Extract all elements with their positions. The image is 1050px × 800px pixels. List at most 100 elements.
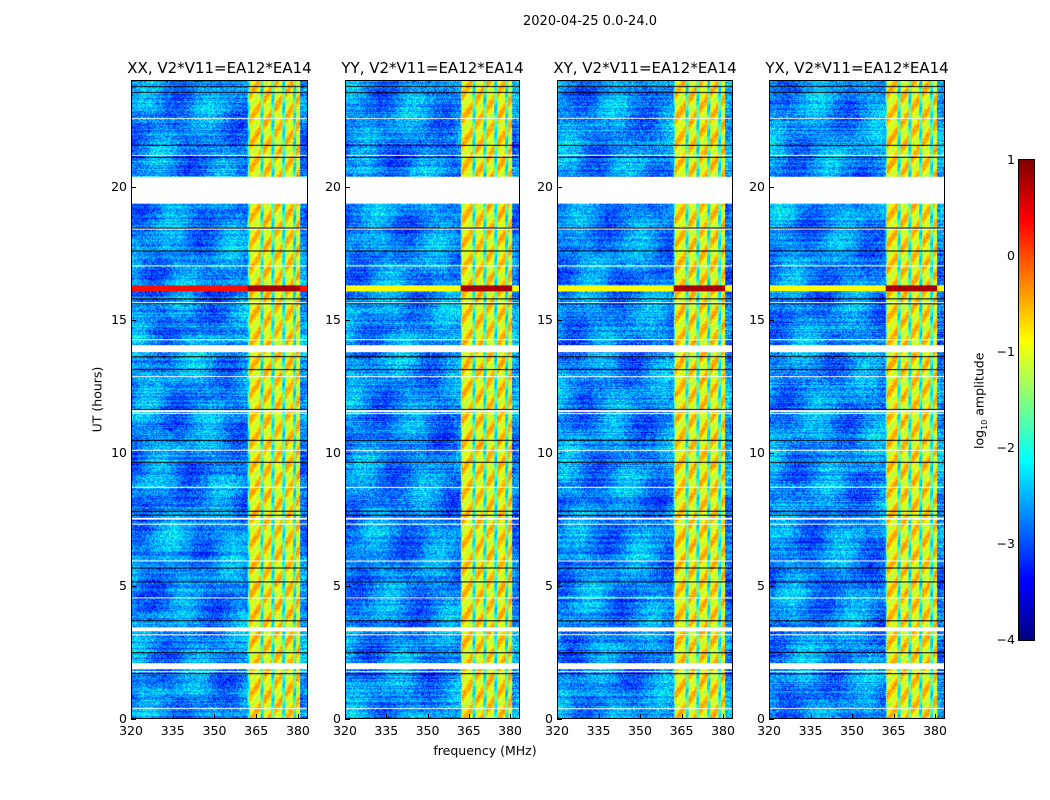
y-tick-mark xyxy=(345,719,350,720)
y-tick-label: 15 xyxy=(749,311,765,327)
y-tick-label: 10 xyxy=(111,444,127,460)
y-tick-mark xyxy=(131,452,136,454)
colorbar-tick-label: 1 xyxy=(1007,152,1015,167)
y-tick-label: 5 xyxy=(119,577,127,593)
y-tick-mark xyxy=(345,585,350,587)
colorbar-tick-label: −1 xyxy=(996,344,1015,359)
x-tick-mark xyxy=(427,714,429,719)
x-tick-label: 320 xyxy=(119,723,143,738)
x-tick-label: 320 xyxy=(333,723,357,738)
x-tick-label: 365 xyxy=(881,723,906,738)
y-tick-label: 5 xyxy=(757,577,765,593)
panel-title: YY, V2*V11=EA12*EA14 xyxy=(341,59,524,77)
x-tick-label: 380 xyxy=(286,723,310,738)
colorbar-label-log: log xyxy=(971,429,987,449)
x-tick-mark xyxy=(852,714,854,719)
y-tick-label: 0 xyxy=(757,711,765,726)
colorbar-label-sub: 10 xyxy=(979,419,989,430)
y-tick-mark xyxy=(557,585,562,587)
colorbar-gradient xyxy=(1019,160,1034,640)
heatmap-panel xyxy=(345,80,520,719)
x-tick-mark xyxy=(468,714,470,719)
x-tick-label: 380 xyxy=(498,723,523,738)
x-tick-mark xyxy=(386,714,388,719)
y-tick-label: 0 xyxy=(333,711,341,726)
y-tick-label: 10 xyxy=(325,444,341,460)
x-tick-label: 365 xyxy=(669,723,694,738)
y-tick-mark xyxy=(345,186,350,188)
colorbar-tick-label: −3 xyxy=(996,536,1015,551)
colorbar-tick-label: −2 xyxy=(996,440,1015,455)
heatmap-panel xyxy=(557,80,733,719)
x-tick-mark xyxy=(510,714,512,719)
y-tick-mark xyxy=(769,585,774,587)
x-tick-mark xyxy=(723,714,725,719)
panel-title: XY, V2*V11=EA12*EA14 xyxy=(553,59,737,77)
y-tick-mark xyxy=(131,585,136,587)
x-tick-label: 365 xyxy=(244,723,269,738)
x-tick-label: 320 xyxy=(757,723,781,738)
x-tick-label: 350 xyxy=(202,723,227,738)
x-tick-label: 380 xyxy=(923,723,947,738)
x-tick-mark xyxy=(893,714,895,719)
x-tick-mark xyxy=(935,714,937,719)
x-tick-mark xyxy=(769,714,770,719)
y-tick-label: 15 xyxy=(325,311,341,327)
panel-title: YX, V2*V11=EA12*EA14 xyxy=(765,59,949,77)
y-tick-mark xyxy=(557,452,562,454)
y-tick-label: 0 xyxy=(545,711,553,726)
x-tick-mark xyxy=(131,714,132,719)
x-tick-mark xyxy=(681,714,683,719)
y-tick-label: 20 xyxy=(325,178,341,194)
colorbar-label-rest: amplitude xyxy=(971,352,987,420)
y-tick-label: 0 xyxy=(119,711,127,726)
y-tick-label: 20 xyxy=(537,178,553,194)
y-tick-mark xyxy=(769,319,774,321)
y-tick-mark xyxy=(769,452,774,454)
x-tick-mark xyxy=(640,714,642,719)
y-axis-label: UT (hours) xyxy=(89,366,105,433)
y-tick-label: 10 xyxy=(537,444,553,460)
y-tick-mark xyxy=(345,452,350,454)
x-tick-label: 350 xyxy=(840,723,864,738)
x-tick-mark xyxy=(345,714,346,719)
x-tick-mark xyxy=(256,714,258,719)
y-tick-label: 5 xyxy=(333,577,341,593)
x-tick-label: 350 xyxy=(415,723,440,738)
heatmap-cells xyxy=(558,81,732,718)
colorbar-tick-label: 0 xyxy=(1007,248,1015,263)
x-tick-mark xyxy=(598,714,600,719)
x-tick-label: 365 xyxy=(456,723,481,738)
x-tick-mark xyxy=(297,714,299,719)
x-tick-mark xyxy=(214,714,216,719)
x-tick-label: 335 xyxy=(586,723,611,738)
panel-title: XX, V2*V11=EA12*EA14 xyxy=(127,59,312,77)
x-tick-label: 335 xyxy=(374,723,399,738)
x-tick-label: 320 xyxy=(545,723,569,738)
y-tick-mark xyxy=(557,319,562,321)
colorbar-label: log10 amplitude xyxy=(971,346,989,456)
x-axis-label: frequency (MHz) xyxy=(433,743,537,758)
y-tick-mark xyxy=(769,719,774,720)
heatmap-cells xyxy=(132,81,307,718)
y-tick-mark xyxy=(131,186,136,188)
colorbar-tick-label: −4 xyxy=(996,632,1015,647)
y-tick-label: 20 xyxy=(749,178,765,194)
figure-title: 2020-04-25 0.0-24.0 xyxy=(523,14,657,29)
y-tick-label: 15 xyxy=(537,311,553,327)
y-tick-label: 5 xyxy=(545,577,553,593)
heatmap-cells xyxy=(770,81,944,718)
y-tick-mark xyxy=(345,319,350,321)
x-tick-label: 335 xyxy=(798,723,823,738)
x-tick-mark xyxy=(557,714,558,719)
colorbar xyxy=(1018,159,1035,641)
heatmap-panel xyxy=(131,80,308,719)
x-tick-label: 335 xyxy=(160,723,185,738)
heatmap-panel xyxy=(769,80,945,719)
y-tick-mark xyxy=(769,186,774,188)
y-tick-mark xyxy=(557,186,562,188)
y-tick-label: 20 xyxy=(111,178,127,194)
x-tick-mark xyxy=(810,714,812,719)
x-tick-mark xyxy=(172,714,174,719)
y-tick-label: 15 xyxy=(111,311,127,327)
